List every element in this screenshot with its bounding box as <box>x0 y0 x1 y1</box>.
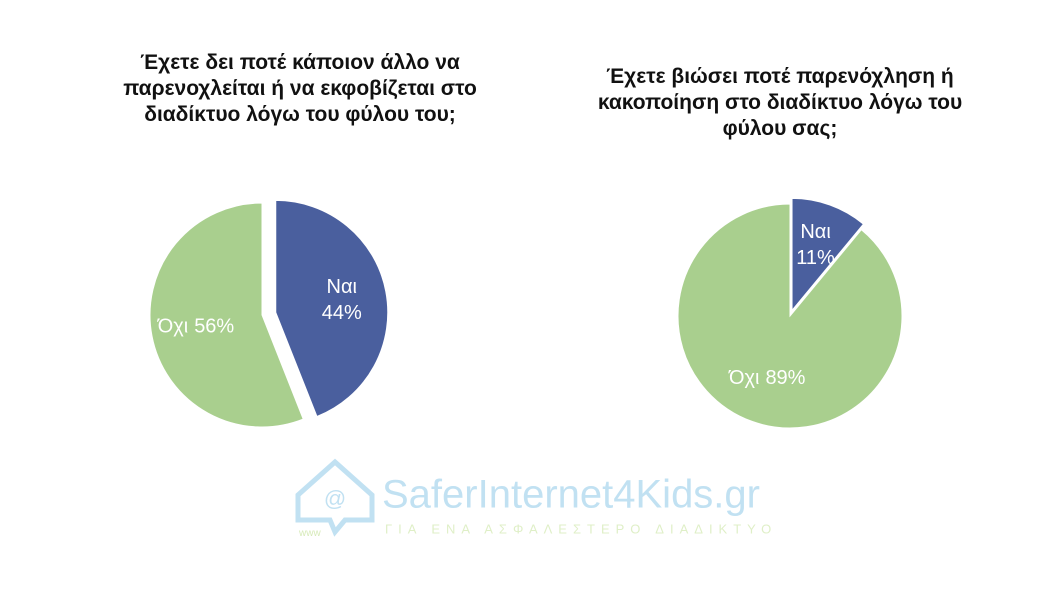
value-label: 44% <box>322 302 362 324</box>
logo-www: www <box>298 528 321 539</box>
category-label: Όχι <box>728 368 759 390</box>
logo-icon <box>295 458 375 537</box>
pie-slice <box>791 197 865 312</box>
pie-slice <box>677 203 903 429</box>
category-label: Όχι <box>157 316 188 338</box>
slice-label: Όχι 56% <box>157 316 235 338</box>
logo-name: SaferInternet4Kids.gr <box>382 473 760 517</box>
chart-title: Έχετε βιώσει ποτέ παρενόχληση ή κακοποίη… <box>597 65 963 140</box>
logo-at: @ <box>324 486 346 511</box>
logo-tagline: ΓΙΑ ΕΝΑ ΑΣΦΑΛΕΣΤΕΡΟ ΔΙΑΔΙΚΤΥΟ <box>385 521 777 536</box>
value-label: 89% <box>765 368 805 390</box>
slice-label: Όχι 89% <box>728 368 806 390</box>
value-label: 56% <box>194 316 234 338</box>
slice-label: Ναι 11% <box>796 221 835 269</box>
value-label: 11% <box>796 247 835 269</box>
logo: @ www SaferInternet4Kids.gr ΓΙΑ ΕΝΑ ΑΣΦΑ… <box>295 458 777 539</box>
pie-slice <box>275 199 389 418</box>
pie-slice <box>149 202 304 428</box>
category-label: Ναι <box>800 221 830 243</box>
category-label: Ναι <box>327 276 357 298</box>
chart-title: Έχετε δει ποτέ κάποιον άλλο να παρενοχλε… <box>123 51 477 126</box>
slice-label: Ναι 44% <box>322 276 362 324</box>
